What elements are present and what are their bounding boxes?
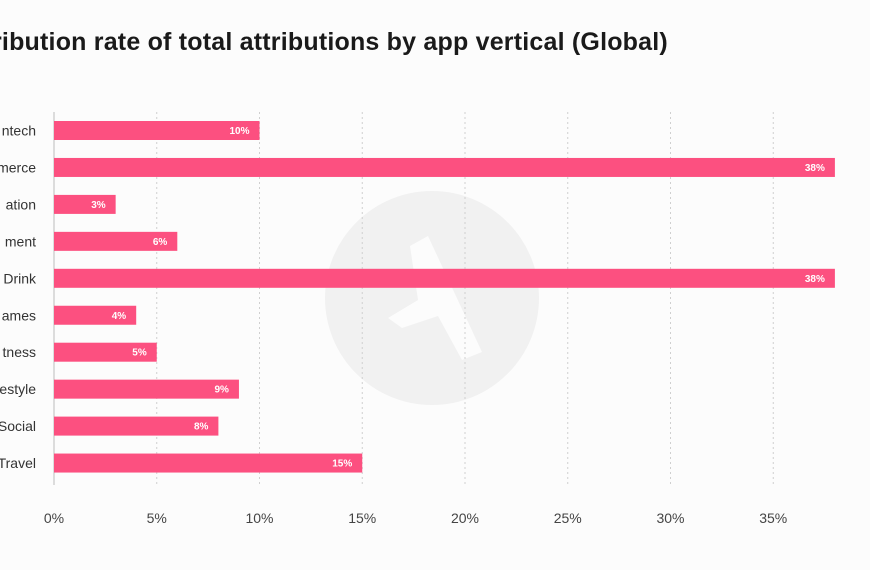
category-label: ation: [6, 196, 36, 212]
bar: [54, 194, 116, 214]
bar-value-label: 3%: [91, 200, 106, 211]
bar-value-label: 9%: [214, 385, 229, 396]
x-tick-label: 30%: [656, 510, 684, 526]
category-label: tness: [3, 344, 36, 360]
bar: [54, 121, 260, 140]
watermark-logo-icon: [325, 191, 539, 405]
bar: [54, 453, 363, 473]
category-label: ntech: [2, 123, 36, 139]
x-tick-label: 25%: [554, 510, 582, 526]
x-tick-label: 35%: [759, 510, 787, 526]
x-tick-label: 20%: [451, 510, 479, 526]
bar-value-label: 6%: [153, 237, 168, 248]
category-label: ames: [2, 307, 36, 323]
bar-value-label: 8%: [194, 422, 209, 433]
bar-value-label: 10%: [229, 126, 249, 137]
chart-title: ribution rate of total attributions by a…: [0, 28, 668, 56]
category-label: estyle: [0, 381, 36, 397]
bar-value-label: 15%: [332, 459, 352, 470]
bar: [54, 342, 157, 362]
category-label: merce: [0, 159, 36, 175]
category-label: ment: [5, 233, 36, 249]
bar: [54, 379, 239, 399]
x-tick-label: 15%: [348, 510, 376, 526]
bar: [54, 305, 137, 325]
x-tick-label: 10%: [245, 510, 273, 526]
category-label: Drink: [3, 270, 37, 286]
bar-value-label: 38%: [805, 274, 825, 285]
bar: [54, 157, 835, 177]
bar: [54, 416, 219, 436]
category-label: Social: [0, 418, 36, 434]
bar-value-label: 38%: [805, 163, 825, 174]
category-label: Travel: [0, 455, 36, 471]
bar: [54, 268, 835, 288]
bar-value-label: 4%: [112, 311, 127, 322]
x-tick-label: 5%: [147, 510, 167, 526]
bar: [54, 231, 178, 251]
bar-value-label: 5%: [132, 348, 147, 359]
x-tick-label: 0%: [44, 510, 64, 526]
